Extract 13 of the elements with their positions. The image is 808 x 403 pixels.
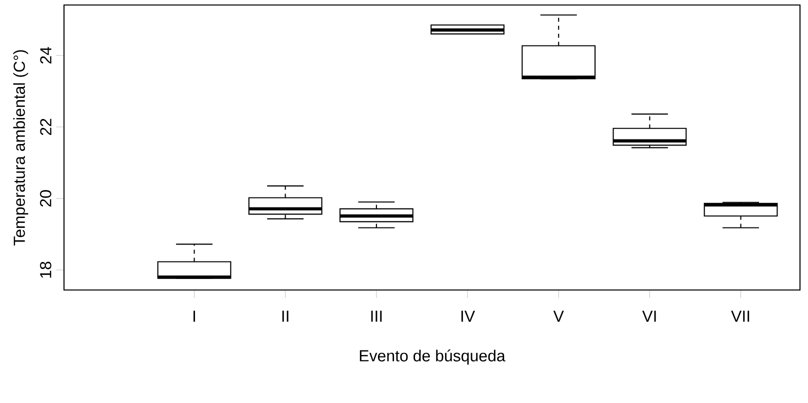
x-tick-label: VII bbox=[731, 310, 750, 322]
y-axis-title: Temperatura ambiental (C°) bbox=[13, 50, 28, 246]
y-tick-label: 20 bbox=[40, 190, 52, 207]
y-tick-label: 22 bbox=[40, 118, 52, 136]
x-tick-label: II bbox=[282, 310, 288, 322]
x-axis-title: Evento de búsqueda bbox=[360, 350, 506, 365]
y-tick-label: 24 bbox=[40, 46, 52, 64]
x-tick-label: VI bbox=[642, 310, 656, 322]
x-tick-label: IV bbox=[461, 310, 476, 322]
x-tick-label: V bbox=[553, 310, 564, 322]
x-tick-label: I bbox=[194, 310, 196, 322]
x-tick-label: III bbox=[371, 310, 382, 322]
y-tick-label: 18 bbox=[40, 262, 52, 278]
